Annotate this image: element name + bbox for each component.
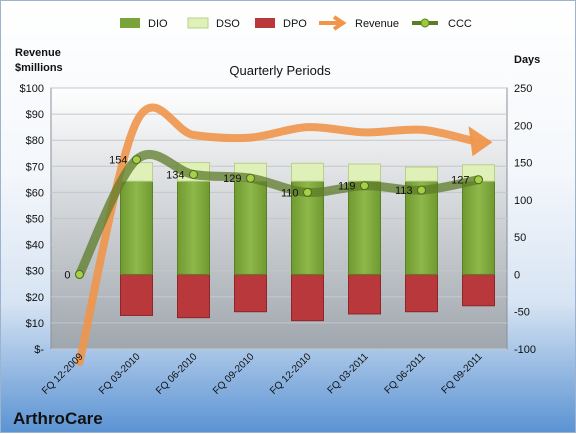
left-axis-label-line2: $millions	[15, 62, 63, 74]
ccc-data-label: 0	[64, 269, 70, 281]
left-tick-label: $90	[26, 109, 44, 121]
company-name: ArthroCare	[13, 409, 103, 428]
x-axis-categories: FQ 12-2009 FQ 03-2010 FQ 06-2010 FQ 09-2010…	[40, 351, 485, 397]
legend-label-revenue: Revenue	[355, 18, 399, 30]
bar-dpo	[120, 273, 153, 316]
legend-swatch-ccc	[412, 18, 438, 28]
ccc-data-label: 110	[281, 187, 299, 199]
ccc-point	[303, 187, 312, 197]
bar-dso	[291, 162, 324, 182]
left-tick-label: $100	[20, 83, 44, 95]
left-tick-label: $-	[34, 344, 44, 356]
bar-dpo	[291, 273, 324, 322]
ccc-point	[132, 155, 141, 165]
legend-swatch-dio	[120, 18, 140, 28]
right-tick-label: 50	[514, 232, 526, 244]
ccc-data-label: 134	[166, 170, 184, 182]
right-tick-label: 100	[514, 195, 532, 207]
legend: DIO DSO DPO Revenue CCC	[120, 15, 472, 31]
ccc-data-label: 113	[395, 185, 413, 197]
x-category-label: FQ 06-2011	[383, 351, 428, 396]
right-tick-label: -50	[514, 307, 530, 319]
bar-dpo	[462, 273, 495, 307]
left-axis-ticks: $- $10 $20 $30 $40 $50 $60 $70 $80 $90 $100	[20, 83, 45, 356]
right-axis-ticks: -100 -50 0 50 100 150 200 250	[514, 83, 536, 356]
left-tick-label: $10	[26, 318, 44, 330]
legend-ccc-marker	[420, 18, 430, 28]
left-tick-label: $80	[26, 135, 44, 147]
ccc-point	[474, 175, 483, 185]
left-tick-label: $30	[26, 266, 44, 278]
right-tick-label: 150	[514, 158, 532, 170]
bar-dpo	[177, 273, 210, 319]
bar-dio	[462, 180, 495, 275]
ccc-point	[360, 181, 369, 191]
ccc-point	[75, 269, 84, 279]
legend-swatch-revenue	[319, 15, 347, 31]
bar-dpo	[405, 273, 438, 313]
bar-dio	[348, 180, 381, 275]
bar-dso	[405, 166, 438, 182]
bar-dpo	[234, 273, 267, 313]
legend-revenue-arrow	[319, 15, 347, 31]
right-tick-label: -100	[514, 344, 536, 356]
right-tick-label: 0	[514, 269, 520, 281]
x-category-label: FQ 06-2010	[154, 351, 200, 397]
legend-label-dso: DSO	[216, 18, 240, 30]
bar-dpo	[348, 273, 381, 315]
right-axis-label: Days	[514, 54, 540, 66]
legend-label-dpo: DPO	[283, 18, 307, 30]
ccc-point	[417, 185, 426, 195]
right-tick-label: 250	[514, 83, 532, 95]
left-tick-label: $20	[26, 292, 44, 304]
revenue-arrowhead	[468, 126, 493, 157]
ccc-data-label: 129	[223, 173, 241, 185]
x-category-label: FQ 03-2010	[97, 351, 143, 397]
revenue-line	[75, 103, 475, 367]
x-category-label: FQ 03-2011	[326, 351, 371, 396]
bar-dio	[120, 180, 153, 275]
left-tick-label: $70	[26, 161, 44, 173]
left-axis-label-line1: Revenue	[15, 47, 61, 59]
revenue-series	[75, 103, 493, 367]
right-tick-label: 200	[514, 120, 532, 132]
legend-swatch-dpo	[255, 18, 275, 28]
ccc-data-label: 119	[338, 181, 356, 193]
left-tick-label: $40	[26, 240, 44, 252]
left-tick-label: $50	[26, 214, 44, 226]
left-tick-label: $60	[26, 187, 44, 199]
ccc-data-label: 154	[109, 155, 127, 167]
bar-dio	[177, 180, 210, 275]
legend-label-ccc: CCC	[448, 18, 472, 30]
legend-label-dio: DIO	[148, 18, 168, 30]
bar-dio	[405, 180, 438, 275]
x-category-label: FQ 12-2009	[40, 351, 86, 397]
chart-title: Quarterly Periods	[229, 63, 331, 78]
x-category-label: FQ 09-2011	[440, 351, 485, 396]
bar-dso	[348, 163, 381, 182]
legend-swatch-dso	[187, 17, 209, 29]
ccc-series: 0 154 134 129 110 119 113 127	[64, 149, 483, 281]
x-category-label: FQ 12-2010	[268, 351, 314, 397]
bar-dio	[234, 180, 267, 275]
ccc-data-label: 127	[451, 175, 469, 187]
ccc-point	[246, 173, 255, 183]
x-category-label: FQ 09-2010	[211, 351, 257, 397]
ccc-point	[189, 170, 198, 180]
